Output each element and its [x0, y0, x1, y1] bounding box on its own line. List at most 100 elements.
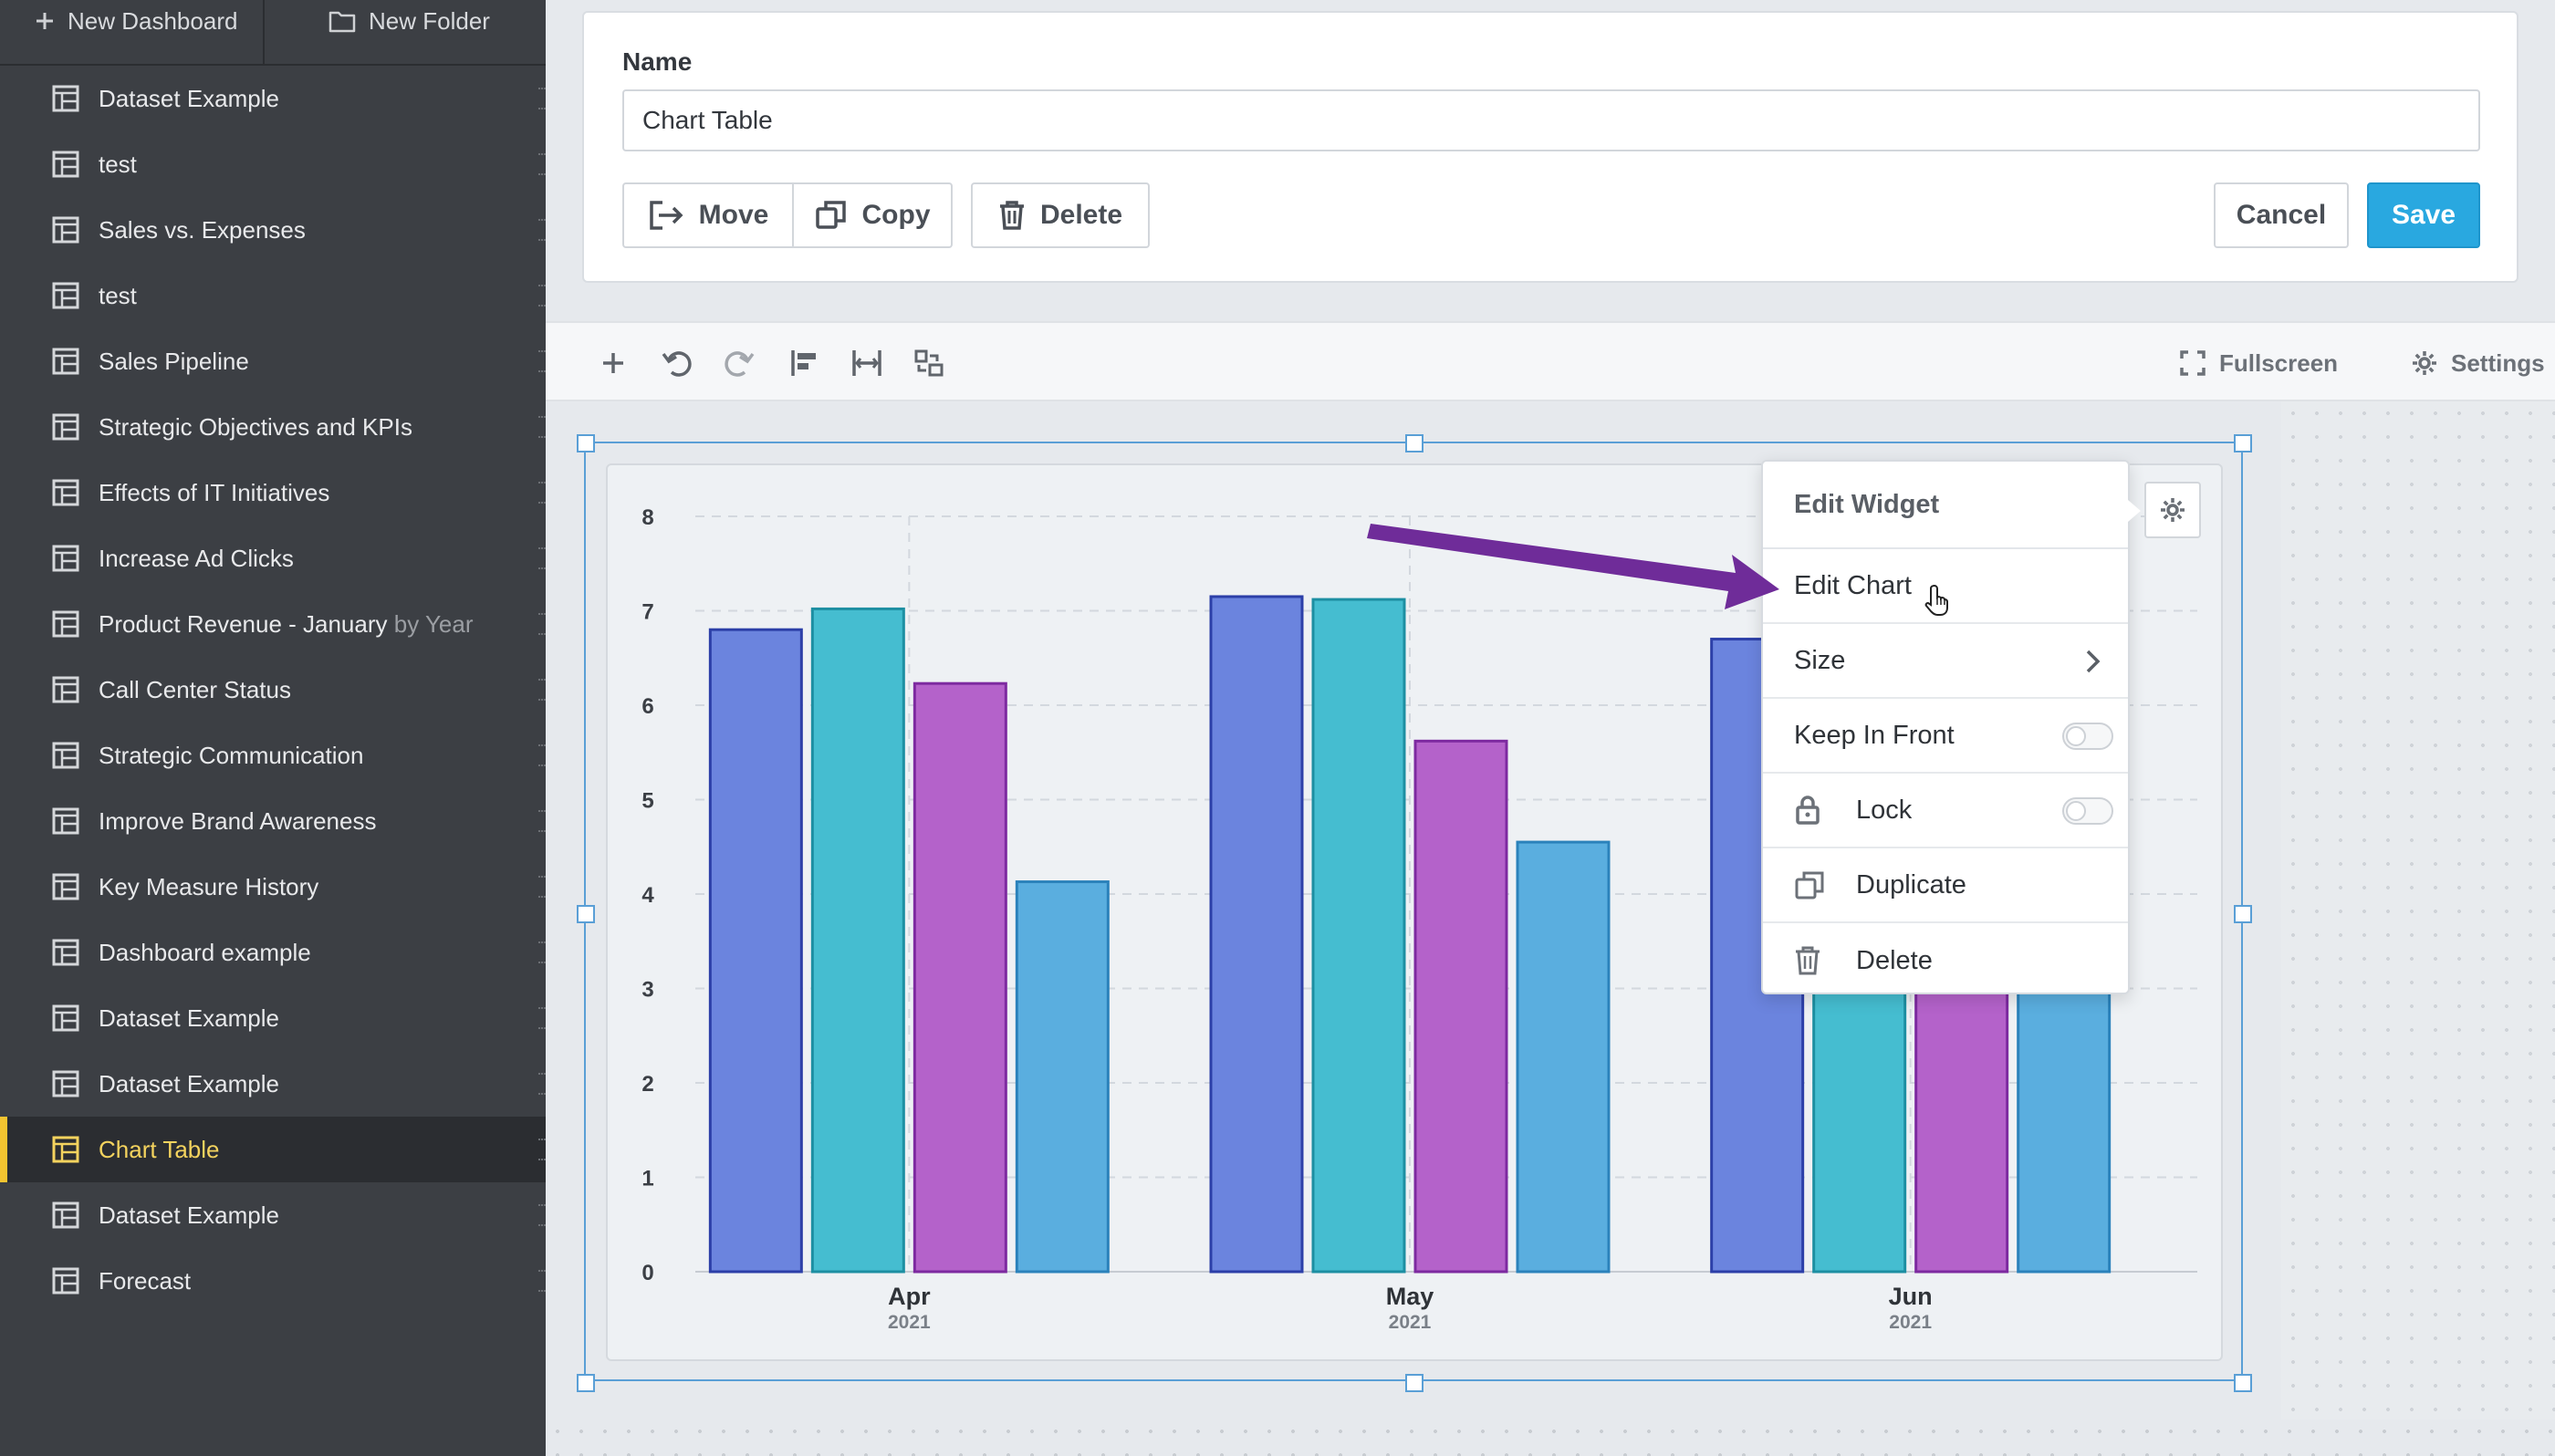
copy-label: Copy — [861, 200, 931, 230]
edit-chart-label: Edit Chart — [1794, 570, 1912, 600]
sidebar-item-label: Sales vs. Expenses — [99, 215, 306, 244]
drag-handle-icon[interactable] — [538, 1007, 546, 1029]
move-button[interactable]: Move — [622, 182, 794, 248]
arrange-icon[interactable] — [911, 345, 947, 381]
new-folder-button[interactable]: New Folder — [328, 0, 490, 42]
bar — [1311, 598, 1406, 1274]
new-dashboard-button[interactable]: New Dashboard — [35, 0, 237, 42]
sidebar-item[interactable]: Chart Table — [0, 1117, 546, 1182]
drag-handle-icon[interactable] — [538, 876, 546, 898]
save-button[interactable]: Save — [2367, 182, 2480, 248]
resize-handle-se[interactable] — [2234, 1374, 2252, 1392]
dashboard-icon — [51, 741, 80, 770]
drag-handle-icon[interactable] — [538, 613, 546, 635]
redo-icon[interactable] — [721, 345, 757, 381]
menu-item-keep-in-front[interactable]: Keep In Front — [1763, 699, 2128, 774]
sidebar-item[interactable]: Dataset Example — [0, 1182, 546, 1248]
keep-in-front-label: Keep In Front — [1794, 720, 1955, 750]
dashboard-icon — [51, 150, 80, 179]
resize-handle-w[interactable] — [577, 905, 595, 923]
sidebar-item[interactable]: Increase Ad Clicks — [0, 525, 546, 591]
dashboard-icon — [51, 609, 80, 639]
resize-handle-n[interactable] — [1405, 434, 1424, 452]
sidebar-item[interactable]: Strategic Communication — [0, 723, 546, 788]
resize-handle-s[interactable] — [1405, 1374, 1424, 1392]
dashboard-icon — [51, 872, 80, 901]
drag-handle-icon[interactable] — [538, 285, 546, 307]
copy-icon — [815, 199, 848, 232]
drag-handle-icon[interactable] — [538, 153, 546, 175]
keep-in-front-toggle[interactable] — [2062, 723, 2113, 750]
add-widget-icon[interactable] — [595, 345, 631, 381]
widget-settings-button[interactable] — [2144, 482, 2201, 538]
drag-handle-icon[interactable] — [538, 350, 546, 372]
name-label: Name — [622, 47, 693, 76]
menu-item-duplicate[interactable]: Duplicate — [1763, 848, 2128, 923]
undo-icon[interactable] — [659, 345, 695, 381]
resize-handle-sw[interactable] — [577, 1374, 595, 1392]
dashboard-icon — [51, 281, 80, 310]
resize-handle-e[interactable] — [2234, 905, 2252, 923]
drag-handle-icon[interactable] — [538, 1204, 546, 1226]
sidebar-item[interactable]: Dashboard example — [0, 920, 546, 985]
drag-handle-icon[interactable] — [538, 219, 546, 241]
name-panel: Name Move Copy Delete Cancel Save — [582, 11, 2518, 283]
dashboard-list: Dataset Example test Sales vs. Expenses tes… — [0, 66, 546, 1314]
resize-handle-nw[interactable] — [577, 434, 595, 452]
drag-handle-icon[interactable] — [538, 1139, 546, 1160]
sidebar-header: New Dashboard New Folder — [0, 0, 546, 66]
menu-item-edit-chart[interactable]: Edit Chart — [1763, 549, 2128, 624]
sidebar-item[interactable]: Sales Pipeline — [0, 328, 546, 394]
sidebar-item[interactable]: Improve Brand Awareness — [0, 788, 546, 854]
drag-handle-icon[interactable] — [538, 88, 546, 109]
delete-button[interactable]: Delete — [971, 182, 1150, 248]
drag-handle-icon[interactable] — [538, 547, 546, 569]
fullscreen-button[interactable]: Fullscreen — [2179, 343, 2338, 383]
settings-button[interactable]: Settings — [2411, 343, 2545, 383]
sidebar-item[interactable]: Dataset Example — [0, 1051, 546, 1117]
sidebar-item[interactable]: test — [0, 263, 546, 328]
sidebar-item[interactable]: Dataset Example — [0, 985, 546, 1051]
distribute-horizontal-icon[interactable] — [849, 345, 885, 381]
align-left-icon[interactable] — [787, 345, 823, 381]
gear-icon — [2411, 349, 2438, 377]
drag-handle-icon[interactable] — [538, 679, 546, 701]
cancel-button[interactable]: Cancel — [2214, 182, 2349, 248]
drag-handle-icon[interactable] — [538, 810, 546, 832]
sidebar-item[interactable]: Effects of IT Initiatives — [0, 460, 546, 525]
dashboard-icon — [51, 1201, 80, 1230]
sidebar-item[interactable]: Call Center Status — [0, 657, 546, 723]
sidebar-item[interactable]: test — [0, 131, 546, 197]
lock-toggle[interactable] — [2062, 797, 2113, 825]
drag-handle-icon[interactable] — [538, 1073, 546, 1095]
sidebar-item[interactable]: Dataset Example — [0, 66, 546, 131]
menu-item-delete[interactable]: Delete — [1763, 923, 2128, 998]
sidebar-item[interactable]: Key Measure History — [0, 854, 546, 920]
x-tick-label: May — [1386, 1283, 1434, 1310]
sidebar-item[interactable]: Sales vs. Expenses — [0, 197, 546, 263]
drag-handle-icon[interactable] — [538, 1270, 546, 1292]
dashboard-icon — [51, 1135, 80, 1164]
sidebar-item-label: Forecast — [99, 1266, 192, 1295]
y-tick-label: 5 — [641, 789, 653, 814]
drag-handle-icon[interactable] — [538, 482, 546, 504]
name-input[interactable] — [622, 89, 2480, 151]
drag-handle-icon[interactable] — [538, 416, 546, 438]
resize-handle-ne[interactable] — [2234, 434, 2252, 452]
sidebar-item[interactable]: Forecast — [0, 1248, 546, 1314]
menu-item-size[interactable]: Size — [1763, 624, 2128, 699]
drag-handle-icon[interactable] — [538, 941, 546, 963]
trash-icon — [1794, 945, 1825, 976]
canvas-grid-area — [2281, 401, 2555, 1456]
chevron-right-icon — [2084, 648, 2102, 682]
y-tick-label: 6 — [641, 694, 653, 719]
copy-button[interactable]: Copy — [792, 182, 953, 248]
sidebar-item-label: Dataset Example — [99, 84, 279, 112]
sidebar-item[interactable]: Product Revenue - January by Year — [0, 591, 546, 657]
menu-item-lock[interactable]: Lock — [1763, 774, 2128, 848]
sidebar-item-label: Improve Brand Awareness — [99, 806, 377, 835]
sidebar-item-label: Dashboard example — [99, 938, 311, 966]
sidebar-item[interactable]: Strategic Objectives and KPIs — [0, 394, 546, 460]
drag-handle-icon[interactable] — [538, 744, 546, 766]
